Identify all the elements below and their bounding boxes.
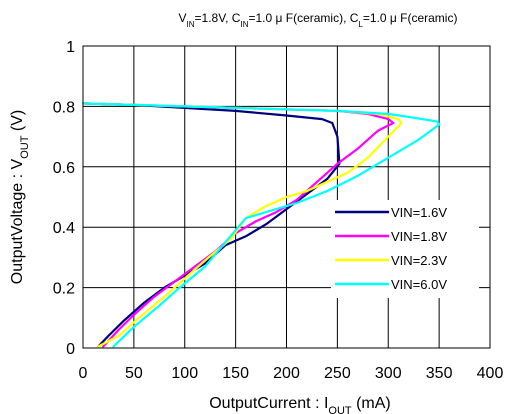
series-line-1: [81, 102, 341, 348]
y-axis-ticks: 0 0.2 0.4 0.6 0.8 1: [53, 39, 75, 358]
series-layer: [81, 102, 441, 348]
legend-label-4: VIN=6.0V: [391, 277, 447, 292]
chart-title: VIN=1.8V, CIN=1.0 μ F(ceramic), CL=1.0 μ…: [179, 11, 458, 29]
y-tick-label-4: 0.8: [53, 99, 75, 116]
x-axis-title: OutputCurrent : IOUT (mA): [209, 395, 391, 414]
plot-frame: [82, 45, 491, 349]
legend-label-1: VIN=1.6V: [391, 205, 447, 220]
x-tick-label-6: 300: [375, 365, 402, 382]
y-axis-title: OutputVoltage : VOUT (V): [9, 110, 31, 284]
x-tick-label-8: 400: [477, 365, 504, 382]
legend: VIN=1.6V VIN=1.8V VIN=2.3V VIN=6.0V: [331, 200, 479, 298]
x-tick-label-5: 250: [324, 365, 351, 382]
legend-label-2: VIN=1.8V: [391, 229, 447, 244]
x-tick-label-2: 100: [171, 365, 198, 382]
x-tick-label-4: 200: [273, 365, 300, 382]
legend-background: [331, 200, 479, 298]
grid: [83, 46, 490, 348]
y-tick-label-3: 0.6: [53, 160, 75, 177]
x-tick-label-1: 50: [125, 365, 143, 382]
y-tick-label-5: 1: [66, 39, 75, 56]
x-tick-label-0: 0: [79, 365, 88, 382]
x-axis-ticks: 0 50 100 150 200 250 300 350 400: [79, 365, 504, 382]
y-tick-label-2: 0.4: [53, 220, 75, 237]
y-tick-label-1: 0.2: [53, 281, 75, 298]
legend-label-3: VIN=2.3V: [391, 253, 447, 268]
y-tick-label-0: 0: [66, 341, 75, 358]
x-tick-label-7: 350: [426, 365, 453, 382]
series-line-4: [81, 102, 441, 348]
x-tick-label-3: 150: [222, 365, 249, 382]
